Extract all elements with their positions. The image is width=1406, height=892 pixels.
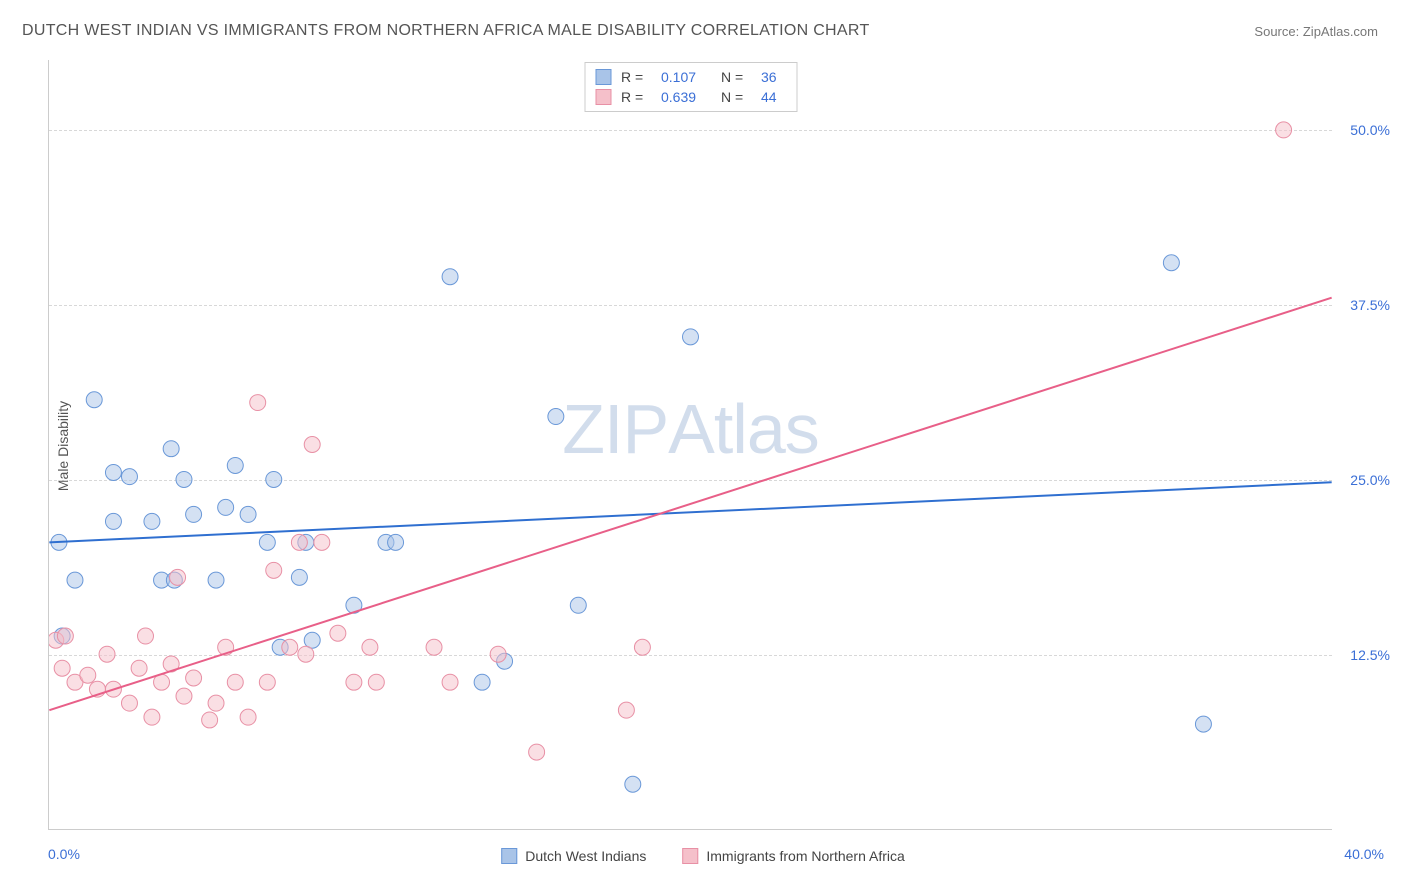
legend-label: Dutch West Indians xyxy=(525,848,646,864)
scatter-point xyxy=(80,667,96,683)
scatter-point xyxy=(86,392,102,408)
scatter-point xyxy=(170,569,186,585)
scatter-point xyxy=(57,628,73,644)
n-value-1: 36 xyxy=(761,69,786,85)
legend-label: Immigrants from Northern Africa xyxy=(706,848,904,864)
scatter-point xyxy=(266,471,282,487)
chart-plot-area: ZIPAtlas R = 0.107 N = 36 R = 0.639 N = … xyxy=(48,60,1332,830)
scatter-point xyxy=(144,513,160,529)
swatch-pink xyxy=(595,89,611,105)
scatter-point xyxy=(105,513,121,529)
n-label: N = xyxy=(721,89,751,105)
scatter-point xyxy=(388,534,404,550)
scatter-point xyxy=(304,437,320,453)
scatter-point xyxy=(144,709,160,725)
scatter-point xyxy=(176,688,192,704)
scatter-point xyxy=(240,709,256,725)
scatter-point xyxy=(227,457,243,473)
scatter-point xyxy=(186,670,202,686)
scatter-point xyxy=(625,776,641,792)
scatter-point xyxy=(1276,122,1292,138)
r-value-1: 0.107 xyxy=(661,69,711,85)
r-label: R = xyxy=(621,89,651,105)
legend-item: Immigrants from Northern Africa xyxy=(682,848,904,864)
y-tick-label: 50.0% xyxy=(1350,122,1390,138)
series-legend: Dutch West Indians Immigrants from Northe… xyxy=(501,848,905,864)
scatter-point xyxy=(121,695,137,711)
chart-svg xyxy=(49,60,1332,829)
x-axis-max-label: 40.0% xyxy=(1344,846,1384,862)
scatter-point xyxy=(548,409,564,425)
scatter-point xyxy=(105,464,121,480)
scatter-point xyxy=(490,646,506,662)
scatter-point xyxy=(1163,255,1179,271)
scatter-point xyxy=(266,562,282,578)
n-label: N = xyxy=(721,69,751,85)
regression-line xyxy=(49,298,1331,710)
scatter-point xyxy=(99,646,115,662)
scatter-point xyxy=(298,646,314,662)
scatter-point xyxy=(176,471,192,487)
swatch-blue xyxy=(595,69,611,85)
scatter-point xyxy=(163,441,179,457)
scatter-point xyxy=(54,660,70,676)
correlation-legend: R = 0.107 N = 36 R = 0.639 N = 44 xyxy=(584,62,797,112)
legend-item: Dutch West Indians xyxy=(501,848,646,864)
scatter-point xyxy=(250,395,266,411)
scatter-point xyxy=(618,702,634,718)
y-tick-label: 25.0% xyxy=(1350,472,1390,488)
scatter-point xyxy=(259,534,275,550)
scatter-point xyxy=(186,506,202,522)
legend-swatch xyxy=(682,848,698,864)
scatter-point xyxy=(1195,716,1211,732)
scatter-point xyxy=(202,712,218,728)
scatter-point xyxy=(570,597,586,613)
scatter-point xyxy=(442,674,458,690)
source-attribution: Source: ZipAtlas.com xyxy=(1254,24,1378,39)
scatter-point xyxy=(291,569,307,585)
scatter-point xyxy=(346,674,362,690)
scatter-point xyxy=(442,269,458,285)
scatter-point xyxy=(683,329,699,345)
x-axis-min-label: 0.0% xyxy=(48,846,80,862)
scatter-point xyxy=(121,469,137,485)
y-tick-label: 37.5% xyxy=(1350,297,1390,313)
scatter-point xyxy=(368,674,384,690)
scatter-point xyxy=(131,660,147,676)
scatter-point xyxy=(240,506,256,522)
r-value-2: 0.639 xyxy=(661,89,711,105)
scatter-point xyxy=(362,639,378,655)
scatter-point xyxy=(67,572,83,588)
scatter-point xyxy=(634,639,650,655)
legend-row-series-2: R = 0.639 N = 44 xyxy=(595,87,786,107)
source-link[interactable]: ZipAtlas.com xyxy=(1303,24,1378,39)
scatter-point xyxy=(138,628,154,644)
legend-swatch xyxy=(501,848,517,864)
scatter-point xyxy=(208,572,224,588)
scatter-point xyxy=(208,695,224,711)
scatter-point xyxy=(474,674,490,690)
y-tick-label: 12.5% xyxy=(1350,647,1390,663)
scatter-point xyxy=(529,744,545,760)
source-label: Source: xyxy=(1254,24,1299,39)
scatter-point xyxy=(227,674,243,690)
scatter-point xyxy=(291,534,307,550)
scatter-point xyxy=(426,639,442,655)
scatter-point xyxy=(259,674,275,690)
legend-row-series-1: R = 0.107 N = 36 xyxy=(595,67,786,87)
scatter-point xyxy=(218,499,234,515)
chart-title: DUTCH WEST INDIAN VS IMMIGRANTS FROM NOR… xyxy=(22,22,870,40)
r-label: R = xyxy=(621,69,651,85)
scatter-point xyxy=(314,534,330,550)
scatter-point xyxy=(330,625,346,641)
scatter-point xyxy=(282,639,298,655)
n-value-2: 44 xyxy=(761,89,786,105)
